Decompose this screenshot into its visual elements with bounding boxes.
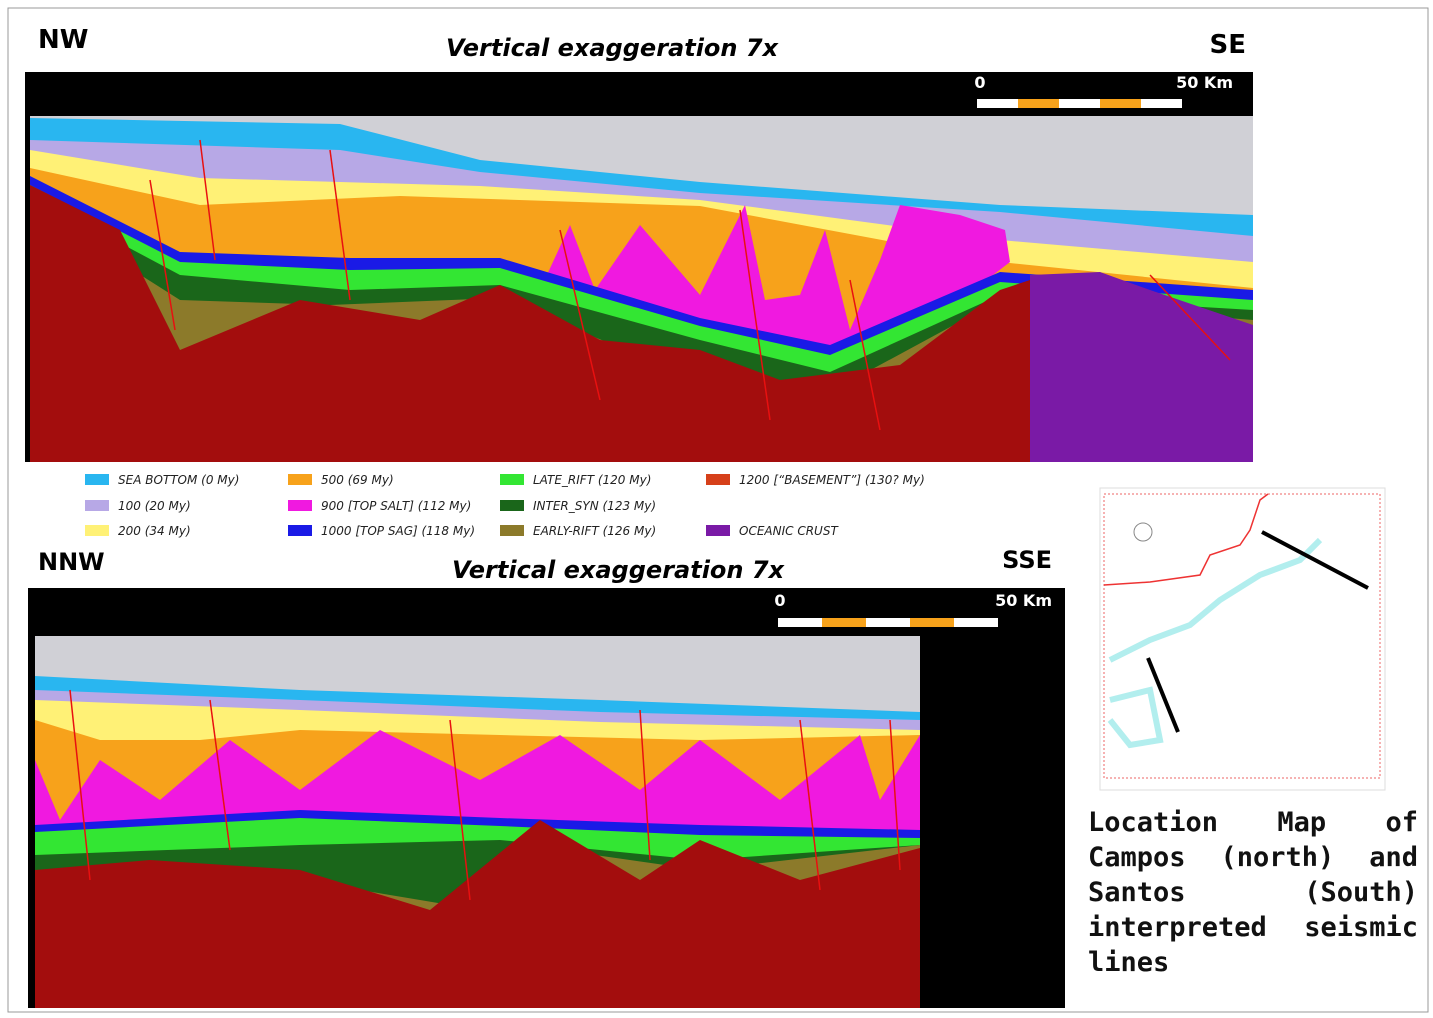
scale-end: 50 Km [1176, 73, 1233, 92]
legend: SEA BOTTOM (0 My) 100 (20 My) 200 (34 My) 5… [85, 473, 925, 538]
legend-swatch [288, 474, 312, 485]
legend-swatch [500, 525, 524, 536]
legend-label: EARLY-RIFT (126 My) [533, 524, 656, 538]
legend-swatch [85, 500, 109, 511]
section-title: Vertical exaggeration 7x [452, 556, 786, 584]
section-title: Vertical exaggeration 7x [446, 34, 780, 62]
scale-segment [866, 618, 910, 627]
legend-label: 1000 [TOP SAG] (118 My) [321, 524, 475, 538]
legend-label: 500 (69 My) [321, 473, 394, 487]
legend-label: SEA BOTTOM (0 My) [118, 473, 239, 487]
legend-swatch [500, 474, 524, 485]
scale-segment [1100, 99, 1141, 108]
scale-segment [1059, 99, 1100, 108]
legend-label: INTER_SYN (123 My) [533, 499, 656, 513]
legend-label: 1200 [“BASEMENT”] (130? My) [739, 473, 925, 487]
scale-start: 0 [774, 591, 785, 610]
legend-swatch [85, 474, 109, 485]
legend-swatch [706, 474, 730, 485]
figure: NW Vertical exaggeration 7x SE 0 50 Km S… [0, 0, 1433, 1018]
scale-segment [778, 618, 822, 627]
legend-label: 100 (20 My) [118, 499, 191, 513]
scale-end: 50 Km [995, 591, 1052, 610]
legend-swatch [288, 500, 312, 511]
legend-label: 200 (34 My) [118, 524, 191, 538]
caption: Location Map of Campos (north) and Santo… [1088, 805, 1418, 980]
scale-segment [1141, 99, 1182, 108]
legend-label: LATE_RIFT (120 My) [533, 473, 651, 487]
cross-section [35, 636, 920, 1008]
right-label: SE [1210, 30, 1247, 60]
legend-label: OCEANIC CRUST [739, 524, 839, 538]
scale-bar [778, 618, 998, 627]
location-map [1100, 488, 1385, 790]
left-label: NNW [38, 548, 105, 576]
scale-segment [822, 618, 866, 627]
legend-swatch [85, 525, 109, 536]
legend-swatch [500, 500, 524, 511]
cross-section [30, 116, 1253, 462]
scale-start: 0 [974, 73, 985, 92]
scale-bar [977, 99, 1182, 108]
left-label: NW [38, 25, 88, 55]
scale-segment [954, 618, 998, 627]
legend-swatch [288, 525, 312, 536]
scale-segment [1018, 99, 1059, 108]
legend-label: 900 [TOP SALT] (112 My) [321, 499, 471, 513]
scale-segment [910, 618, 954, 627]
right-label: SSE [1002, 546, 1052, 574]
scale-segment [977, 99, 1018, 108]
legend-swatch [706, 525, 730, 536]
